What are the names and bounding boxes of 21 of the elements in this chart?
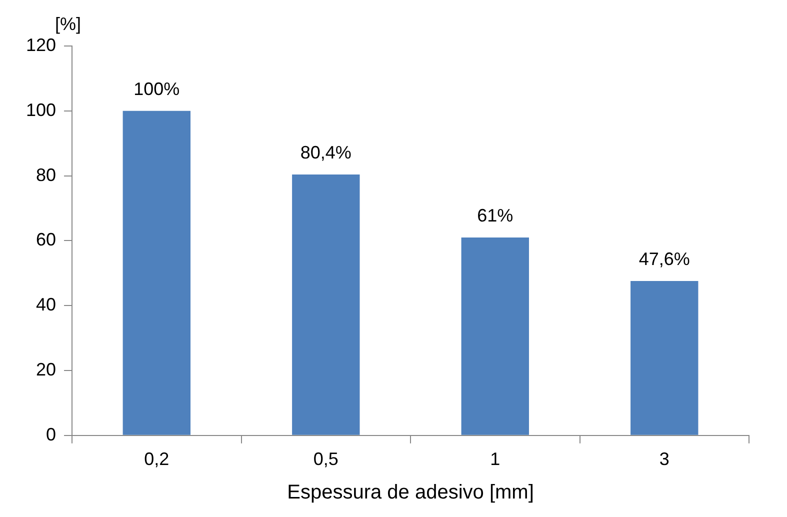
y-tick-label: 100 [26,100,56,120]
x-tick-label: 0,5 [313,449,338,470]
data-label: 80,4% [300,142,352,162]
y-axis-title: [%] [55,14,82,34]
data-label: 47,6% [638,248,690,269]
y-tick-label: 80 [36,164,56,185]
x-tick-label: 0,2 [144,449,170,470]
bar [461,237,529,435]
bar [630,280,698,435]
y-tick-label: 0 [46,424,56,444]
y-tick-label: 40 [36,294,56,315]
data-label: 100% [134,78,180,99]
y-tick-label: 20 [36,359,56,380]
x-tick-label: 1 [490,449,500,470]
x-tick-label: 3 [659,449,670,470]
y-tick-label: 120 [26,34,56,55]
bar [292,174,360,435]
x-axis-title: Espessura de adesivo [mm] [287,482,534,504]
data-label: 61% [477,205,514,226]
y-tick-label: 60 [36,230,56,250]
bar [122,110,190,435]
